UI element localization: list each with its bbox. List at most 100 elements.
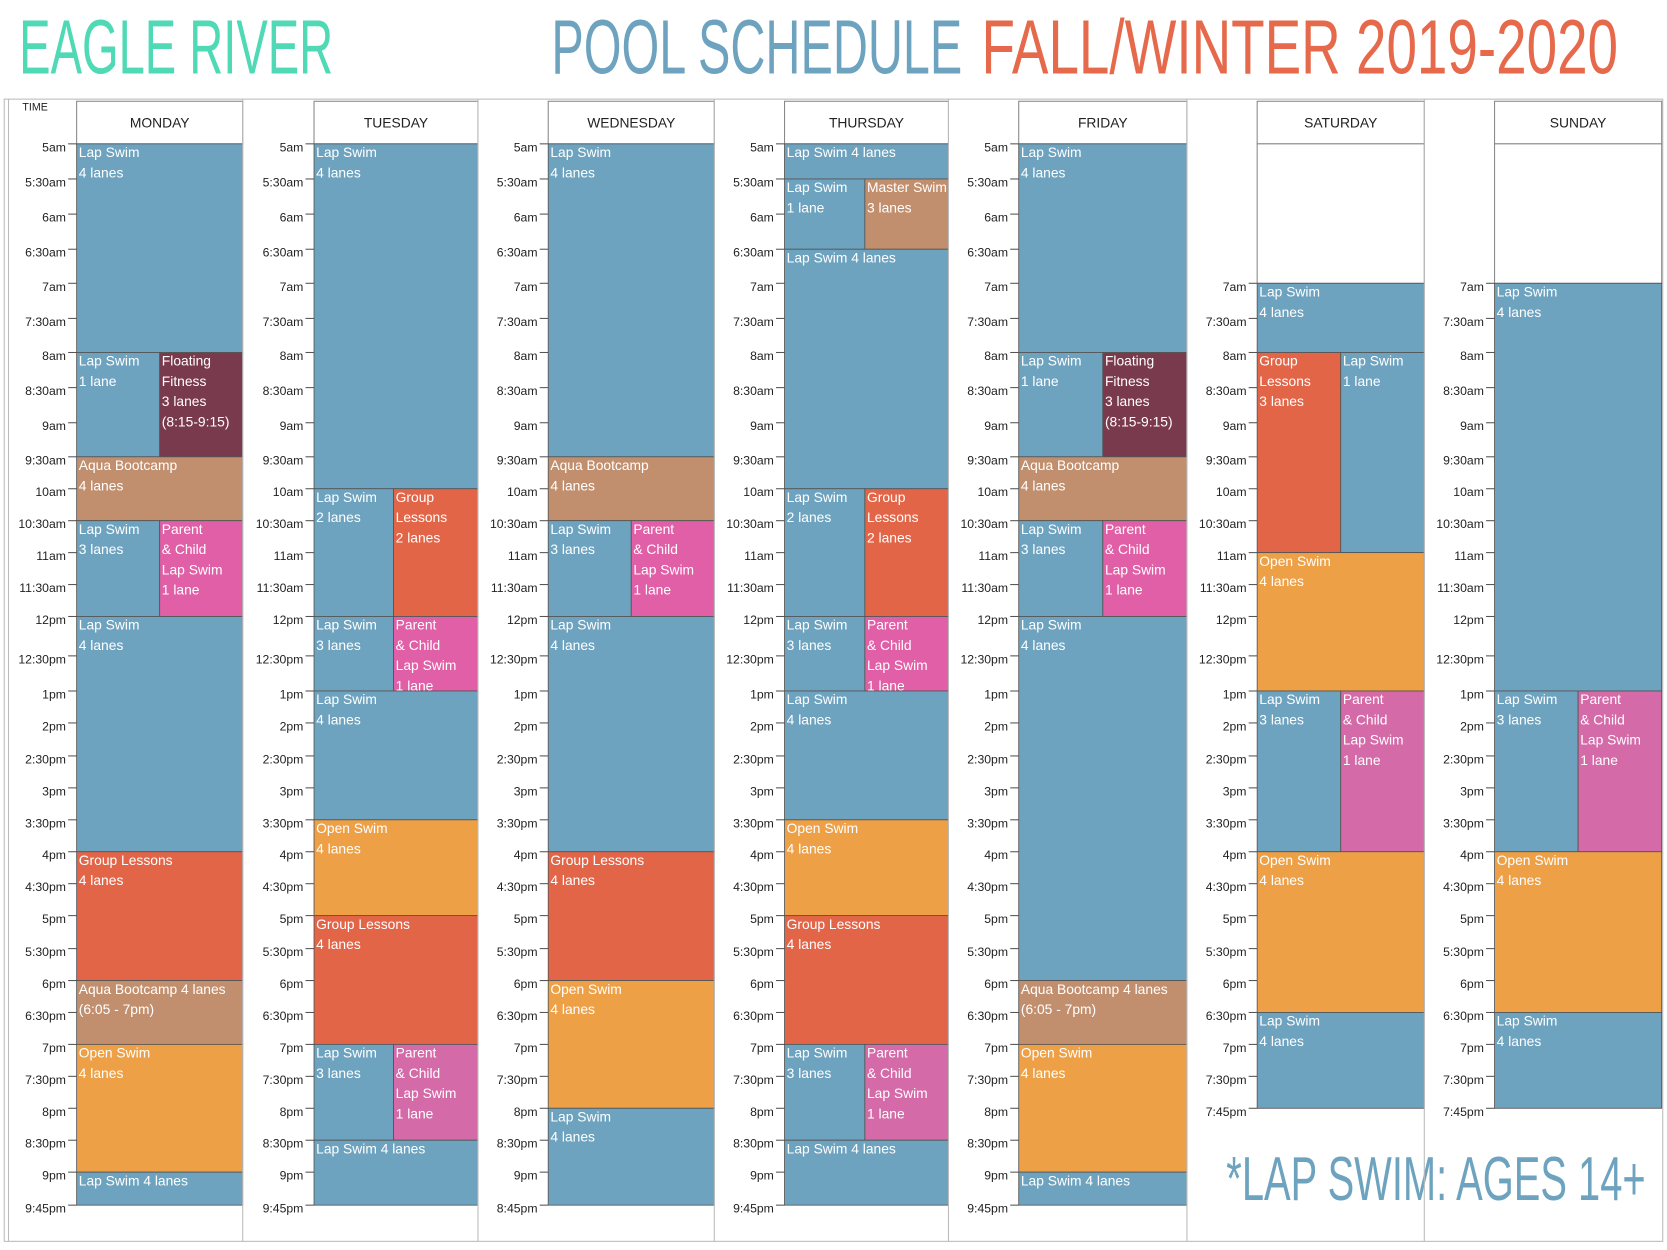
- block-label: 3 lanes: [550, 541, 595, 557]
- schedule-block: [393, 488, 479, 617]
- block-label: Aqua Bootcamp: [1021, 457, 1120, 473]
- schedule-block: [159, 520, 244, 617]
- day-header-cell: [76, 100, 244, 145]
- empty-slot: [1256, 143, 1425, 284]
- block-label: 1 lane: [162, 582, 200, 598]
- block-label: & Child: [396, 637, 441, 653]
- time-label: 2:30pm: [967, 752, 1008, 766]
- time-label: 5pm: [750, 912, 774, 926]
- block-label: Lap Swim: [79, 617, 140, 633]
- time-label: 4pm: [280, 848, 304, 862]
- time-label: 11am: [744, 549, 774, 563]
- block-label: & Child: [162, 541, 207, 557]
- block-label: Group: [867, 489, 906, 505]
- time-label: 1pm: [984, 687, 1008, 701]
- time-header: TIME: [22, 101, 47, 113]
- time-label: 6:30am: [733, 246, 774, 260]
- time-label: 3:30pm: [1443, 816, 1484, 830]
- block-label: Fitness: [162, 373, 207, 389]
- time-label: 8:30am: [1206, 384, 1247, 398]
- time-label: 7:45pm: [1206, 1105, 1247, 1119]
- time-label: 3pm: [750, 784, 774, 798]
- time-label: 9:45pm: [263, 1202, 304, 1216]
- time-label: 10am: [273, 485, 304, 499]
- schedule-block: [76, 851, 244, 981]
- block-label: Lap Swim 4 lanes: [787, 144, 896, 160]
- time-label: 5:30am: [497, 175, 538, 189]
- time-label: 4pm: [984, 848, 1008, 862]
- block-label: Lap Swim: [1105, 561, 1166, 577]
- block-label: Open Swim: [550, 981, 621, 997]
- block-label: (6:05 - 7pm): [79, 1001, 154, 1017]
- schedule-block: [864, 616, 949, 692]
- time-label: 11:30am: [19, 581, 66, 595]
- schedule-block: [313, 488, 394, 617]
- time-label: 8:30am: [967, 384, 1008, 398]
- block-label: Parent: [1580, 691, 1621, 707]
- time-label: 6:30pm: [263, 1009, 304, 1023]
- block-label: Group Lessons: [79, 852, 173, 868]
- block-label: 1 lane: [867, 677, 905, 693]
- block-label: 1 lane: [787, 199, 825, 215]
- block-label: (6:05 - 7pm): [1021, 1001, 1096, 1017]
- block-label: Open Swim: [1259, 852, 1330, 868]
- block-label: Aqua Bootcamp 4 lanes: [79, 981, 226, 997]
- time-label: 6:30pm: [967, 1009, 1008, 1023]
- time-label: 5am: [280, 140, 304, 154]
- block-label: Aqua Bootcamp 4 lanes: [1021, 981, 1168, 997]
- time-label: 8am: [1223, 349, 1247, 363]
- block-label: Lap Swim: [1497, 1013, 1558, 1029]
- time-label: 4:30pm: [1206, 880, 1247, 894]
- time-label: 5:30pm: [733, 945, 774, 959]
- schedule-block: [864, 488, 949, 617]
- time-label: 6:30pm: [497, 1009, 538, 1023]
- block-label: Lap Swim: [162, 561, 223, 577]
- time-label: 9pm: [514, 1169, 538, 1183]
- block-label: 3 lanes: [1259, 393, 1304, 409]
- schedule-block: [784, 616, 866, 692]
- block-label: 1 lane: [633, 582, 671, 598]
- block-label: Lap Swim 4 lanes: [316, 1140, 425, 1156]
- schedule-block: [864, 178, 949, 250]
- time-label: 9am: [1460, 419, 1484, 433]
- time-label: 7am: [984, 280, 1008, 294]
- time-label: 5am: [984, 140, 1008, 154]
- block-label: 1 lane: [1580, 752, 1618, 768]
- time-label: 5:30pm: [497, 945, 538, 959]
- block-label: & Child: [867, 637, 912, 653]
- block-label: Parent: [162, 521, 203, 537]
- schedule-block: [1018, 980, 1188, 1045]
- time-label: 9pm: [280, 1169, 304, 1183]
- time-label: 6:30pm: [1443, 1009, 1484, 1023]
- time-label: 8am: [1460, 349, 1484, 363]
- time-label: 9pm: [42, 1169, 66, 1183]
- block-label: Lap Swim 4 lanes: [79, 1172, 188, 1188]
- time-label: 9am: [42, 419, 66, 433]
- schedule-block: [784, 690, 949, 821]
- block-label: Lap Swim 4 lanes: [787, 1140, 896, 1156]
- time-label: 9:30am: [263, 453, 304, 467]
- time-label: 2:30pm: [497, 752, 538, 766]
- time-label: 4:30pm: [1443, 880, 1484, 894]
- day-header-cell: [547, 100, 715, 145]
- day-header-cell: [784, 100, 949, 145]
- block-label: Open Swim: [1259, 553, 1330, 569]
- time-label: 8am: [280, 349, 304, 363]
- schedule-block: [1018, 143, 1188, 353]
- time-label: 10:30am: [490, 517, 538, 531]
- schedule-block: [393, 616, 479, 692]
- time-label: 3:30pm: [733, 816, 774, 830]
- block-label: 1 lane: [1343, 752, 1381, 768]
- time-label: 6am: [280, 211, 304, 225]
- block-label: 4 lanes: [79, 477, 124, 493]
- time-label: 12pm: [743, 613, 774, 627]
- schedule-block: [547, 851, 715, 981]
- time-label: 8am: [984, 349, 1008, 363]
- block-label: 4 lanes: [1259, 304, 1304, 320]
- schedule-block: [1256, 352, 1342, 554]
- time-label: 4pm: [1223, 848, 1247, 862]
- time-label: 7:30pm: [967, 1073, 1008, 1087]
- block-label: 3 lanes: [1497, 711, 1542, 727]
- time-label: 5:30pm: [263, 945, 304, 959]
- time-label: 2:30pm: [1206, 752, 1247, 766]
